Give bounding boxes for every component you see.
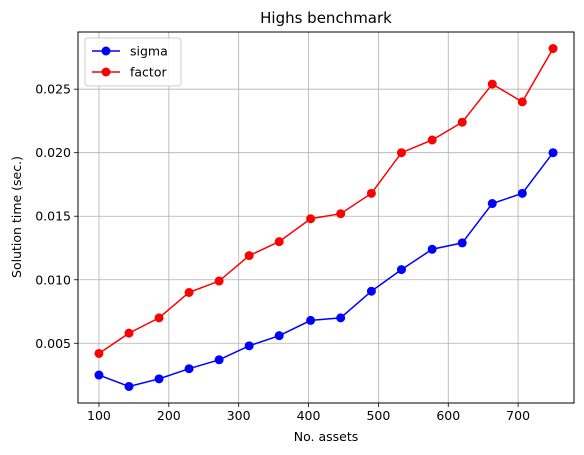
data-point-sigma [396, 265, 406, 275]
data-point-factor [94, 348, 104, 358]
data-point-factor [366, 188, 376, 198]
data-point-factor [396, 148, 406, 158]
x-axis-label: No. assets [294, 429, 359, 444]
data-point-sigma [214, 355, 224, 365]
series-line-sigma [98, 152, 554, 388]
data-point-sigma [244, 341, 254, 351]
chart-title: Highs benchmark [260, 9, 392, 27]
data-point-factor [154, 313, 164, 323]
data-point-sigma [154, 374, 164, 384]
y-tick-label: 0.015 [35, 209, 71, 224]
data-point-sigma [274, 331, 284, 341]
data-point-factor [336, 209, 346, 219]
y-tick-label: 0.010 [35, 272, 71, 287]
x-tick-label: 200 [157, 408, 181, 423]
x-tick-label: 400 [297, 408, 321, 423]
data-point-factor [306, 214, 316, 224]
data-point-sigma [487, 199, 497, 209]
data-point-sigma [184, 364, 194, 374]
ticks: 100 200 300 400 500 600 700 0.005 0.010 0.015 0.02… [35, 82, 530, 423]
data-point-sigma [457, 238, 467, 248]
data-point-sigma [124, 381, 134, 391]
data-point-factor [184, 287, 194, 297]
y-axis-label: Solution time (sec.) [9, 156, 24, 278]
legend-marker-factor [101, 67, 111, 77]
data-point-sigma [548, 148, 558, 158]
x-tick-label: 100 [87, 408, 111, 423]
y-tick-label: 0.020 [35, 145, 71, 160]
legend-label-sigma: sigma [130, 44, 168, 59]
legend-marker-sigma [101, 46, 111, 56]
x-tick-label: 600 [436, 408, 460, 423]
grid [78, 32, 574, 403]
data-point-sigma [306, 315, 316, 325]
x-tick-label: 500 [366, 408, 390, 423]
series-line-factor [98, 48, 554, 355]
data-point-factor [214, 276, 224, 286]
data-point-sigma [517, 188, 527, 198]
data-point-sigma [94, 370, 104, 380]
legend: sigma factor [84, 37, 182, 87]
data-point-factor [427, 135, 437, 145]
data-point-factor [548, 44, 558, 54]
x-tick-label: 300 [227, 408, 251, 423]
y-tick-label: 0.025 [35, 82, 71, 97]
y-tick-label: 0.005 [35, 336, 71, 351]
data-point-factor [457, 117, 467, 127]
legend-label-factor: factor [130, 65, 167, 80]
series-factor [94, 44, 558, 358]
x-tick-label: 700 [506, 408, 530, 423]
data-point-sigma [427, 244, 437, 254]
data-point-sigma [366, 286, 376, 296]
data-point-factor [487, 79, 497, 89]
data-point-factor [274, 237, 284, 247]
data-point-factor [244, 251, 254, 261]
data-point-factor [124, 328, 134, 338]
data-point-sigma [336, 313, 346, 323]
series-sigma [94, 148, 558, 391]
data-point-factor [517, 97, 527, 107]
plot-frame [77, 31, 575, 404]
series-layer [94, 44, 558, 391]
